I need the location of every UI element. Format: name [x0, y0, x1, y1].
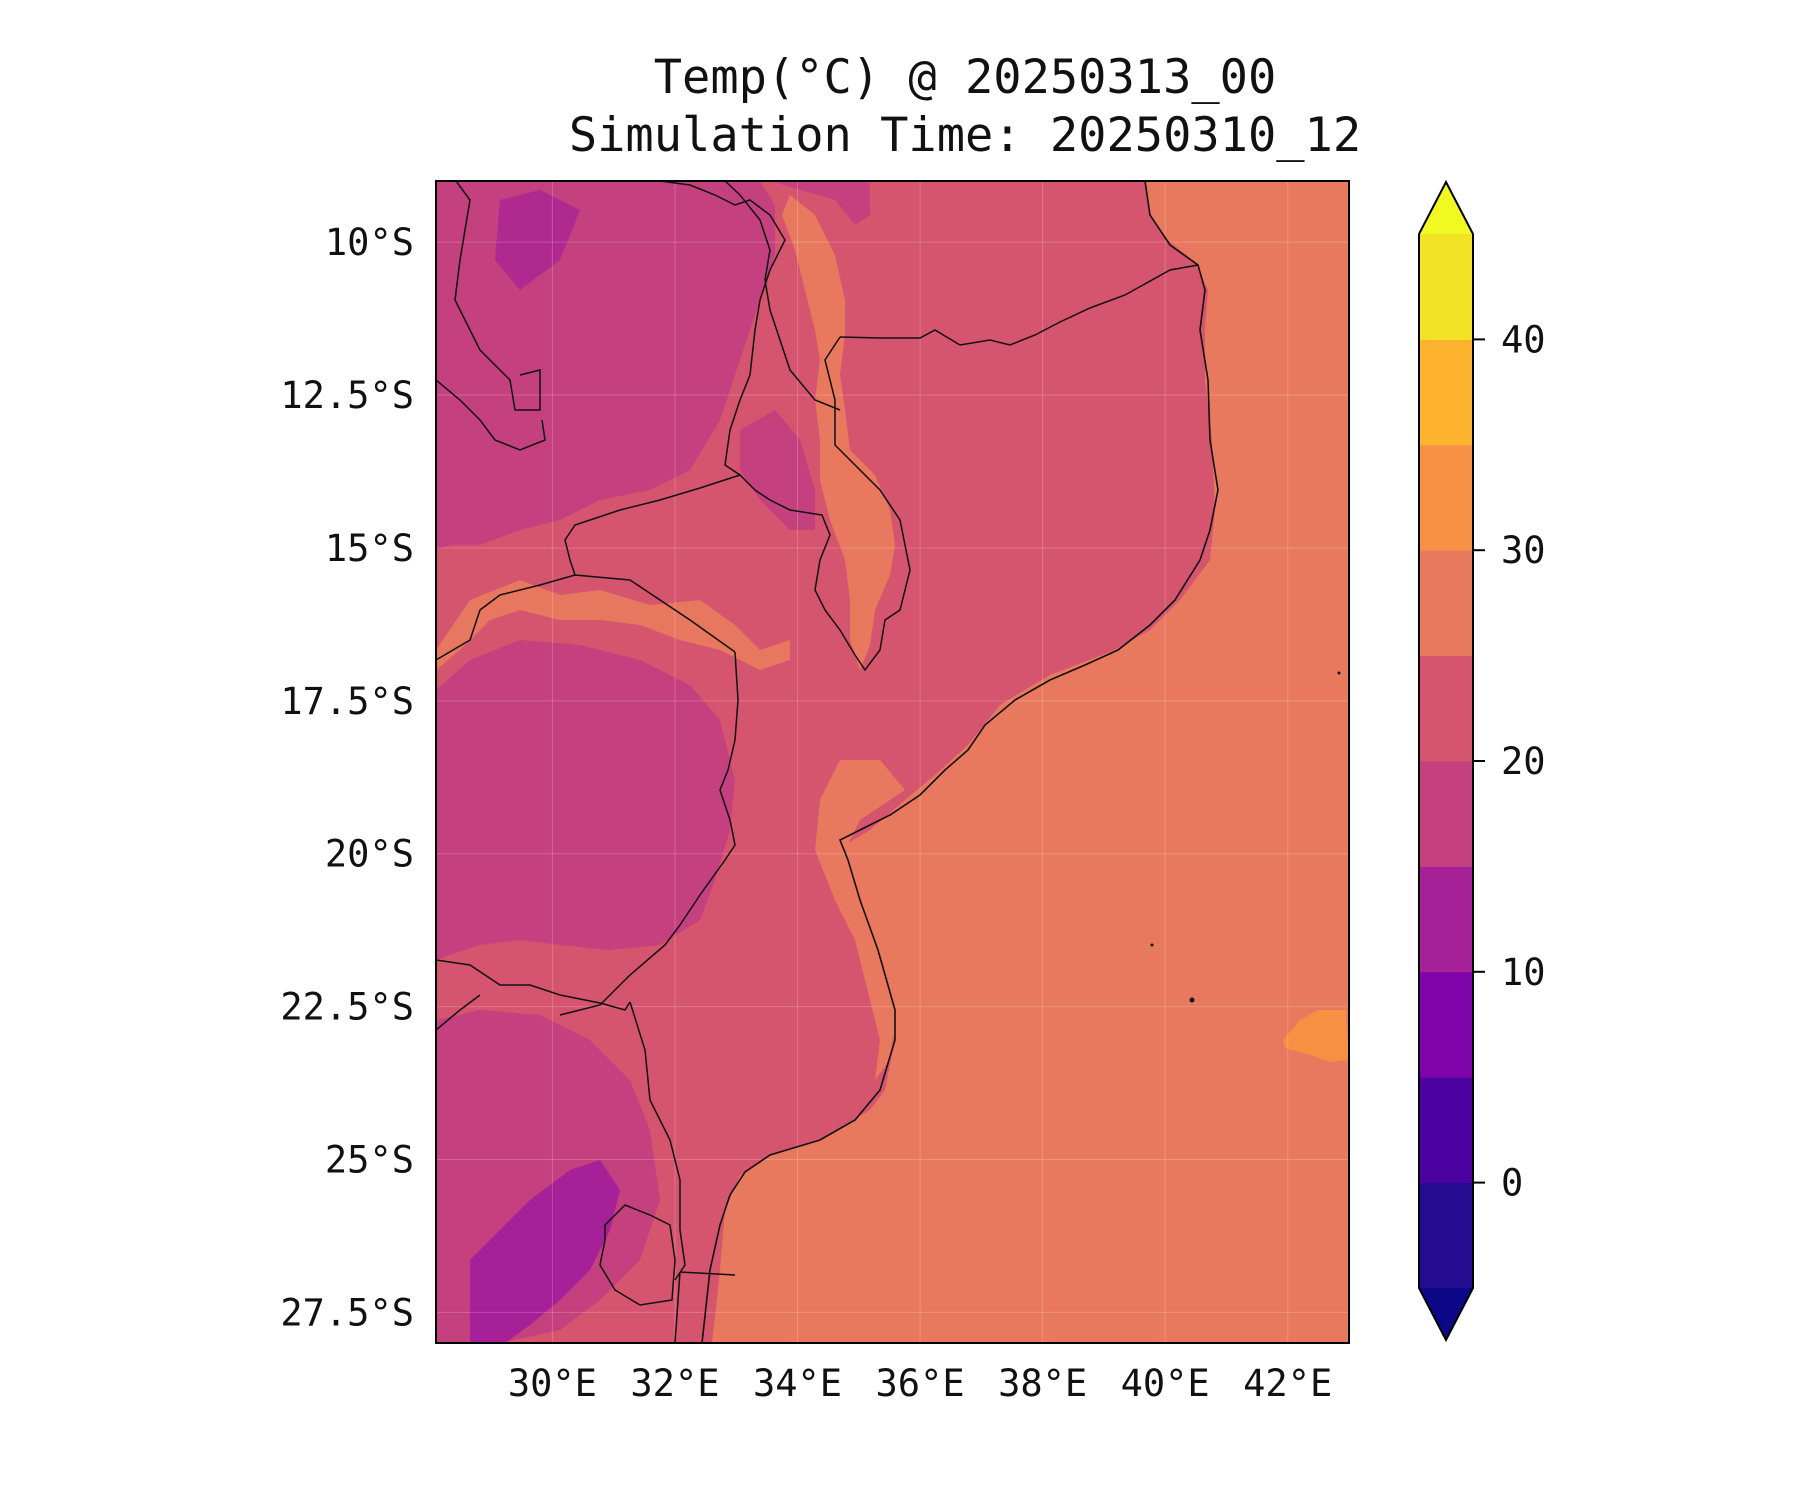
- x-tick-label: 34°E: [753, 1362, 842, 1405]
- ocean-warm-patch: [1283, 1010, 1349, 1062]
- highland-zimbabwe: [436, 640, 735, 960]
- colorbar-band: [1419, 1077, 1473, 1184]
- colorbar-band: [1419, 550, 1473, 657]
- y-tick-label: 25°S: [325, 1139, 414, 1182]
- y-tick-label: 22.5°S: [280, 986, 414, 1029]
- y-tick-label: 27.5°S: [280, 1291, 414, 1334]
- cool-patch-north: [495, 190, 580, 290]
- colorbar-tick-label: 30: [1501, 529, 1546, 572]
- warm-band-coast: [815, 760, 905, 1080]
- x-tick-label: 42°E: [1243, 1362, 1332, 1405]
- x-tick-label: 32°E: [630, 1362, 719, 1405]
- coastline: [701, 181, 1219, 1343]
- x-tick-label: 30°E: [508, 1362, 597, 1405]
- colorbar-over-triangle: [1419, 182, 1473, 234]
- x-tick-label: 36°E: [876, 1362, 965, 1405]
- x-tick-label: 38°E: [998, 1362, 1087, 1405]
- warm-band-zambezi: [436, 580, 790, 670]
- y-tick-label: 17.5°S: [280, 680, 414, 723]
- colorbar-band: [1419, 866, 1473, 973]
- colorbar-band: [1419, 444, 1473, 551]
- island-east: [1337, 671, 1341, 675]
- colorbar-tick-label: 10: [1501, 951, 1546, 994]
- y-tick-label: 10°S: [325, 221, 414, 264]
- country-borders: [436, 181, 1199, 1343]
- y-tick-label: 12.5°S: [280, 374, 414, 417]
- highland-malawi: [740, 410, 815, 530]
- colorbar-band: [1419, 761, 1473, 867]
- colorbar: 0 10 20 30 40: [1418, 179, 1546, 1343]
- colorbar-tick-label: 20: [1501, 740, 1546, 783]
- colorbar-band: [1419, 655, 1473, 762]
- figure-subtitle: Simulation Time: 20250310_12: [568, 108, 1362, 163]
- colorbar-band: [1419, 971, 1473, 1078]
- x-axis: 30°E 32°E 34°E 36°E 38°E 40°E 42°E: [508, 1362, 1332, 1405]
- colorbar-band: [1419, 234, 1473, 340]
- x-tick-label: 40°E: [1121, 1362, 1210, 1405]
- colorbar-outline: [1418, 179, 1474, 1343]
- island-europa: [1150, 943, 1154, 947]
- gridlines: [436, 181, 1349, 1343]
- colorbar-band: [1419, 1182, 1473, 1289]
- figure-title: Temp(°C) @ 20250313_00: [653, 50, 1277, 105]
- y-axis: 10°S 12.5°S 15°S 17.5°S 20°S 22.5°S 25°S 27.5°S: [280, 221, 414, 1334]
- y-tick-label: 15°S: [325, 527, 414, 570]
- warm-band-lake-malawi: [782, 195, 895, 670]
- colorbar-tick-label: 40: [1501, 318, 1546, 361]
- colorbar-under-triangle: [1419, 1288, 1473, 1340]
- cool-patch-south: [470, 1160, 620, 1343]
- y-tick-label: 20°S: [325, 833, 414, 876]
- map-panel: [436, 181, 1349, 1343]
- island-comoros: [1189, 997, 1195, 1003]
- colorbar-tick-label: 0: [1501, 1162, 1523, 1205]
- map-frame: [435, 180, 1350, 1344]
- colorbar-band: [1419, 339, 1473, 446]
- highland-tanzania: [770, 181, 870, 225]
